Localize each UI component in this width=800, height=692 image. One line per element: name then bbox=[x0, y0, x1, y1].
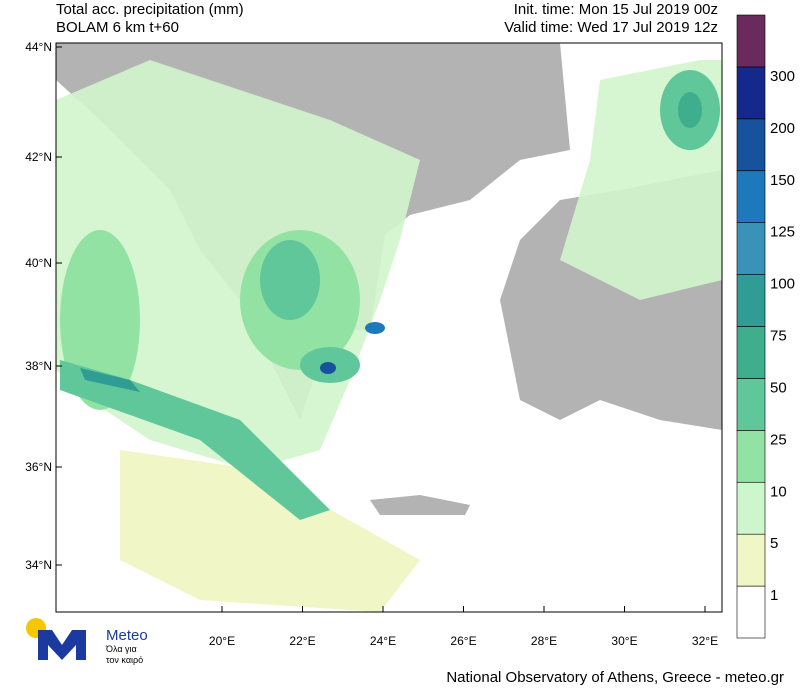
colorbar-label: 150 bbox=[770, 172, 795, 189]
lat-label: 40°N bbox=[25, 256, 52, 270]
lat-label: 42°N bbox=[25, 150, 52, 164]
colorbar-box bbox=[736, 430, 766, 483]
lat-label: 44°N bbox=[25, 40, 52, 54]
logo: Meteo Όλα για τον καιρό bbox=[26, 618, 148, 665]
colorbar-box bbox=[736, 170, 766, 223]
title: Total acc. precipitation (mm) bbox=[56, 1, 244, 18]
colorbar-box bbox=[736, 378, 766, 431]
footer: National Observatory of Athens, Greece -… bbox=[446, 669, 784, 686]
colorbar-box bbox=[736, 274, 766, 327]
lat-label: 38°N bbox=[25, 359, 52, 373]
colorbar-label: 200 bbox=[770, 120, 795, 137]
colorbar-label: 5 bbox=[770, 535, 778, 552]
colorbar-box bbox=[736, 222, 766, 275]
colorbar-box bbox=[736, 533, 766, 587]
colorbar-label: 10 bbox=[770, 483, 787, 500]
colorbar-box bbox=[736, 14, 766, 68]
logo-tagline: Όλα για bbox=[105, 644, 137, 654]
colorbar-box bbox=[736, 118, 766, 172]
lon-label: 24°E bbox=[370, 634, 396, 648]
colorbar-label: 50 bbox=[770, 379, 787, 396]
map bbox=[55, 42, 723, 613]
colorbar-box bbox=[736, 66, 766, 120]
lon-label: 26°E bbox=[450, 634, 476, 648]
colorbar-box bbox=[736, 481, 766, 535]
colorbar-label: 75 bbox=[770, 328, 787, 345]
lat-label: 34°N bbox=[25, 558, 52, 572]
subtitle: BOLAM 6 km t+60 bbox=[56, 19, 179, 36]
colorbar-box bbox=[736, 585, 766, 639]
colorbar-label: 1 bbox=[770, 587, 778, 604]
lon-label: 22°E bbox=[289, 634, 315, 648]
logo-name: Meteo bbox=[106, 627, 148, 644]
colorbar-label: 100 bbox=[770, 276, 795, 293]
colorbar: 1 5 10 25 50 75 100 125 150 200 300 bbox=[736, 14, 795, 639]
lon-label: 30°E bbox=[611, 634, 637, 648]
logo-tagline: τον καιρό bbox=[106, 655, 143, 665]
lon-label: 32°E bbox=[692, 634, 718, 648]
lon-label: 28°E bbox=[531, 634, 557, 648]
lon-label: 20°E bbox=[209, 634, 235, 648]
colorbar-label: 125 bbox=[770, 224, 795, 241]
valid-time: Valid time: Wed 17 Jul 2019 12z bbox=[504, 19, 718, 36]
colorbar-label: 300 bbox=[770, 68, 795, 85]
lat-label: 36°N bbox=[25, 460, 52, 474]
colorbar-label: 25 bbox=[770, 431, 787, 448]
init-time: Init. time: Mon 15 Jul 2019 00z bbox=[514, 1, 718, 18]
colorbar-box bbox=[736, 326, 766, 379]
